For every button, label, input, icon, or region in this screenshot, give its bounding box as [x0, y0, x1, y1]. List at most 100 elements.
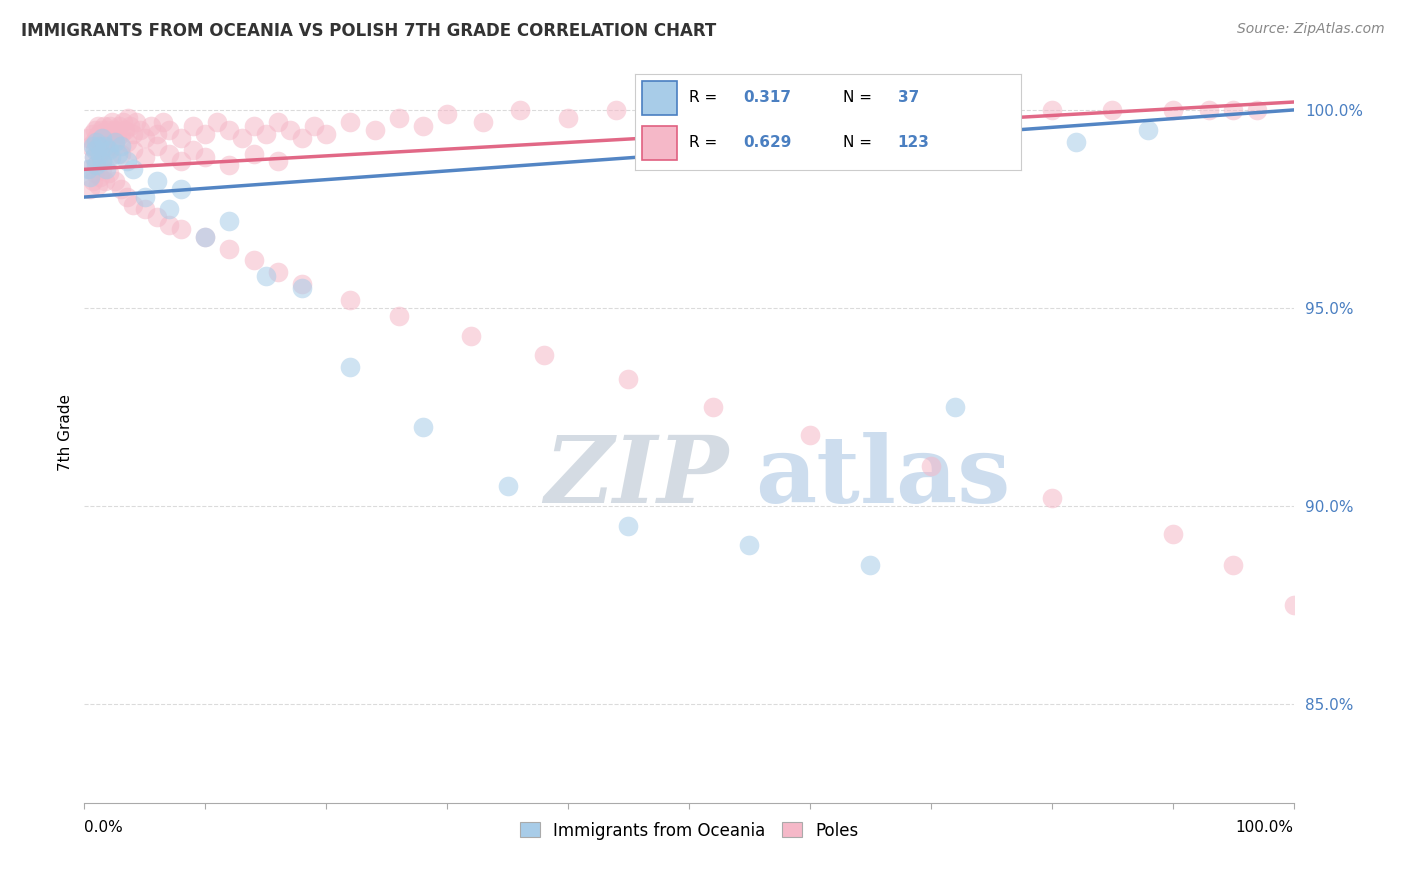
Point — [702, 400, 724, 414]
Point — [1282, 598, 1305, 612]
Point — [496, 479, 519, 493]
Point — [115, 135, 138, 149]
Point — [104, 174, 127, 188]
Point — [412, 419, 434, 434]
Point — [1101, 103, 1123, 117]
Point — [84, 143, 107, 157]
Point — [110, 127, 132, 141]
Point — [1040, 103, 1063, 117]
Point — [1246, 103, 1268, 117]
Point — [91, 154, 114, 169]
Point — [509, 103, 531, 117]
Point — [121, 198, 143, 212]
Point — [79, 182, 101, 196]
Point — [1064, 135, 1087, 149]
Point — [91, 130, 114, 145]
Point — [218, 122, 240, 136]
Point — [231, 130, 253, 145]
Text: ZIP: ZIP — [544, 432, 728, 522]
Point — [157, 202, 180, 216]
Point — [110, 138, 132, 153]
Point — [207, 115, 229, 129]
Point — [388, 309, 411, 323]
Point — [920, 107, 942, 121]
Point — [146, 210, 169, 224]
Point — [799, 427, 821, 442]
Point — [91, 154, 114, 169]
Point — [94, 138, 117, 153]
Point — [218, 214, 240, 228]
Point — [1161, 103, 1184, 117]
Point — [84, 166, 107, 180]
Point — [82, 138, 104, 153]
Point — [170, 130, 193, 145]
Point — [146, 138, 169, 153]
Point — [121, 162, 143, 177]
Point — [97, 166, 120, 180]
Point — [139, 119, 162, 133]
Point — [339, 360, 361, 375]
Point — [859, 558, 882, 573]
Point — [267, 154, 290, 169]
Point — [86, 135, 108, 149]
Point — [460, 328, 482, 343]
Point — [94, 135, 117, 149]
Point — [1040, 491, 1063, 505]
Point — [96, 122, 118, 136]
Text: Source: ZipAtlas.com: Source: ZipAtlas.com — [1237, 22, 1385, 37]
Point — [291, 130, 314, 145]
Point — [339, 293, 361, 307]
Point — [115, 190, 138, 204]
Point — [1222, 103, 1244, 117]
Point — [363, 122, 385, 136]
Point — [181, 143, 204, 157]
Point — [943, 400, 966, 414]
Point — [472, 115, 495, 129]
Point — [254, 269, 277, 284]
Point — [920, 459, 942, 474]
Point — [412, 119, 434, 133]
Point — [82, 174, 104, 188]
Point — [120, 119, 142, 133]
Point — [557, 111, 579, 125]
Point — [194, 127, 217, 141]
Point — [170, 154, 193, 169]
Point — [87, 138, 110, 153]
Point — [90, 122, 112, 136]
Point — [278, 122, 301, 136]
Point — [79, 138, 101, 153]
Point — [108, 119, 131, 133]
Point — [104, 122, 127, 136]
Point — [146, 127, 169, 141]
Point — [738, 538, 761, 552]
Point — [86, 119, 108, 133]
Point — [110, 182, 132, 196]
Point — [83, 151, 105, 165]
Point — [79, 162, 101, 177]
Point — [152, 115, 174, 129]
Point — [117, 111, 139, 125]
Point — [91, 162, 114, 177]
Point — [194, 229, 217, 244]
Point — [242, 253, 264, 268]
Point — [859, 103, 882, 117]
Point — [125, 115, 148, 129]
Point — [84, 122, 107, 136]
Point — [94, 127, 117, 141]
Point — [134, 130, 156, 145]
Text: atlas: atlas — [755, 432, 1011, 522]
Point — [104, 138, 127, 153]
Point — [170, 182, 193, 196]
Point — [980, 103, 1002, 117]
Point — [218, 158, 240, 172]
Point — [110, 146, 132, 161]
Point — [86, 158, 108, 172]
Point — [97, 143, 120, 157]
Y-axis label: 7th Grade: 7th Grade — [58, 394, 73, 471]
Point — [181, 119, 204, 133]
Point — [101, 115, 124, 129]
Point — [315, 127, 337, 141]
Text: IMMIGRANTS FROM OCEANIA VS POLISH 7TH GRADE CORRELATION CHART: IMMIGRANTS FROM OCEANIA VS POLISH 7TH GR… — [21, 22, 716, 40]
Point — [77, 130, 100, 145]
Legend: Immigrants from Oceania, Poles: Immigrants from Oceania, Poles — [513, 815, 865, 847]
